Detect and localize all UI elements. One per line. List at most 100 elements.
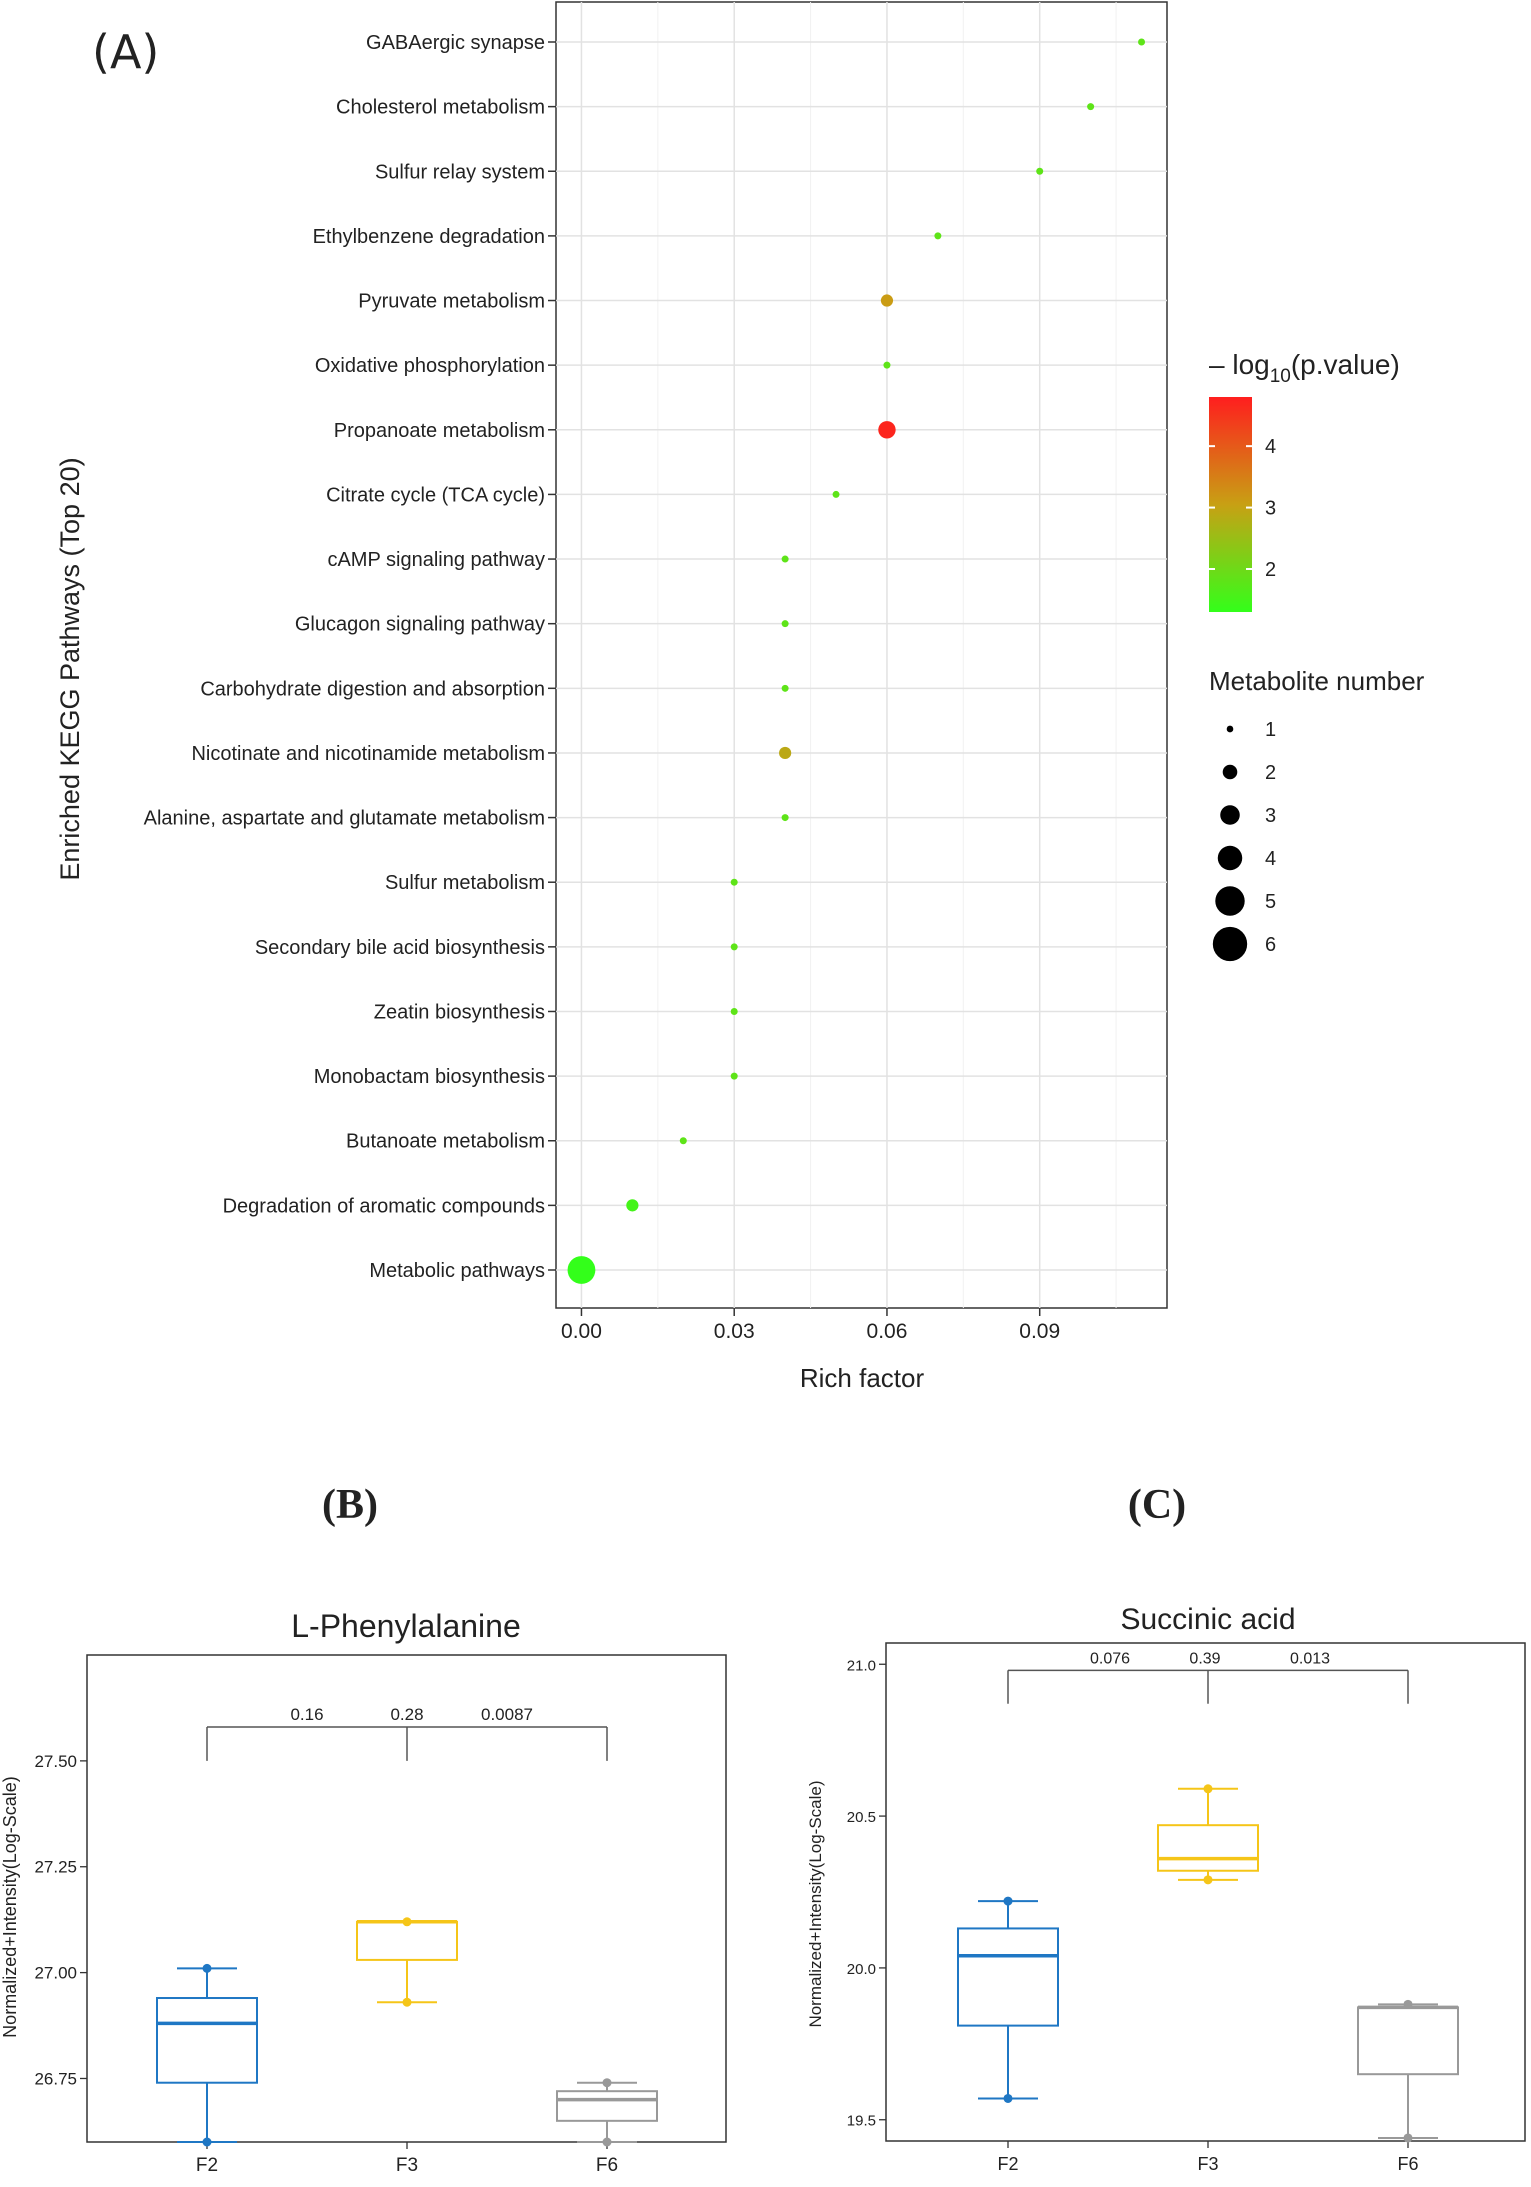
category-label: Ethylbenzene degradation: [313, 226, 545, 248]
box-data-point: [1203, 1784, 1213, 1794]
pathway-point: [567, 1256, 596, 1284]
color-legend-tick-label: 4: [1265, 436, 1276, 458]
x-tick-label: 0.09: [1019, 1320, 1060, 1343]
plot-a-x-axis-label: Rich factor: [800, 1363, 925, 1393]
plot-a-grid: [556, 2, 1167, 1308]
pathway-point: [781, 620, 789, 628]
x-tick-label: F6: [1397, 2154, 1418, 2174]
plot-a-x-ticks: 0.00 0.03 0.06 0.09: [561, 1308, 1060, 1343]
category-label: Nicotinate and nicotinamide metabolism: [191, 743, 545, 765]
category-label: GABAergic synapse: [366, 32, 545, 54]
plot-a-frame: [555, 1, 1168, 1309]
y-tick-label: 19.5: [847, 2113, 876, 2130]
category-label: Glucagon signaling pathway: [295, 614, 545, 636]
box-data-point: [602, 2078, 612, 2088]
plot-a-points: [567, 38, 1146, 1284]
x-tick-label: F3: [396, 2155, 418, 2176]
category-label: Alanine, aspartate and glutamate metabol…: [144, 808, 545, 830]
size-legend-dot: [1212, 926, 1248, 962]
x-tick-label: F2: [196, 2155, 218, 2176]
category-label: Propanoate metabolism: [334, 420, 545, 442]
p-value-label: 0.0087: [481, 1705, 533, 1724]
color-legend-title: – log10(p.value): [1209, 349, 1400, 387]
panel-b-label: (B): [322, 1482, 378, 1528]
p-value-label: 0.39: [1189, 1650, 1220, 1667]
box-data-point: [1003, 2093, 1013, 2103]
plot-a-y-axis-label: Enriched KEGG Pathways (Top 20): [55, 457, 85, 880]
boxplot-succinic-acid: Succinic acid 19.5 20.0 20.5 21.0 F2 F3 F6 0.07…: [806, 1603, 1526, 2174]
size-legend: Metabolite number 1 2 3 4 5 6: [1209, 666, 1425, 962]
size-legend-label: 2: [1265, 762, 1276, 784]
x-tick-label: F6: [596, 2155, 618, 2176]
category-label: Secondary bile acid biosynthesis: [255, 937, 545, 959]
plot-b-content: 26.75 27.00 27.25 27.50 F2 F3 F6 0.16 0.28 0.0087: [34, 1705, 658, 2176]
color-legend-ticks: 4 3 2: [1209, 436, 1276, 581]
pathway-point: [781, 555, 789, 563]
plot-b-title: L-Phenylalanine: [291, 1608, 521, 1644]
y-tick-label: 27.25: [34, 1858, 77, 1877]
color-legend-tick-label: 2: [1265, 559, 1276, 581]
pathway-point: [880, 294, 894, 307]
box-iqr: [957, 1927, 1059, 2027]
pathway-point: [781, 814, 789, 822]
x-tick-label: F3: [1197, 2154, 1218, 2174]
color-legend: – log10(p.value) 4 3 2: [1209, 349, 1400, 612]
size-legend-dot: [1220, 805, 1240, 825]
plot-c-y-axis-label: Normalized+Intensity(Log-Scale): [806, 1780, 825, 2027]
x-tick-label: 0.03: [714, 1320, 755, 1343]
size-legend-label: 1: [1265, 719, 1276, 741]
category-label: Pyruvate metabolism: [358, 291, 545, 313]
pathway-point: [730, 1072, 738, 1080]
size-legend-title: Metabolite number: [1209, 666, 1425, 696]
size-legend-dot: [1226, 725, 1234, 733]
box-data-point: [202, 2137, 212, 2147]
plot-c-title: Succinic acid: [1120, 1603, 1295, 1636]
pathway-point: [779, 746, 792, 760]
category-label: Degradation of aromatic compounds: [223, 1195, 545, 1217]
category-label: Butanoate metabolism: [346, 1131, 545, 1153]
p-value-label: 0.16: [290, 1705, 323, 1724]
box-data-point: [1203, 1875, 1213, 1885]
size-legend-label: 4: [1265, 848, 1276, 870]
category-label: Sulfur relay system: [375, 161, 545, 183]
pathway-point: [1036, 167, 1044, 175]
size-legend-label: 3: [1265, 805, 1276, 827]
box-data-point: [202, 1963, 212, 1973]
category-label: Sulfur metabolism: [385, 872, 545, 894]
box-data-point: [1403, 2133, 1413, 2143]
x-tick-label: 0.06: [867, 1320, 908, 1343]
size-legend-dot: [1217, 845, 1243, 871]
y-tick-label: 20.5: [847, 1809, 876, 1826]
y-tick-label: 20.0: [847, 1961, 876, 1978]
pathway-point: [781, 684, 789, 692]
pathway-point: [878, 421, 896, 439]
boxplot-phenylalanine: L-Phenylalanine 26.75 27.00 27.25 27.50 F2 F3…: [0, 1608, 727, 2176]
box-data-point: [402, 1917, 412, 1927]
pathway-point: [730, 878, 738, 886]
box-data-point: [1003, 1896, 1013, 1906]
plot-c-content: 19.5 20.0 20.5 21.0 F2 F3 F6 0.076 0.39 0.013: [847, 1650, 1459, 2174]
category-label: Carbohydrate digestion and absorption: [200, 678, 545, 700]
y-tick-label: 27.50: [34, 1752, 77, 1771]
pathway-point: [883, 361, 891, 369]
pathway-point: [730, 1007, 738, 1015]
x-tick-label: 0.00: [561, 1320, 602, 1343]
box-data-point: [602, 2137, 612, 2147]
size-legend-items: 1 2 3 4 5 6: [1212, 719, 1276, 962]
box-iqr: [356, 1920, 458, 1961]
color-legend-gradient: [1209, 397, 1252, 612]
pathway-point: [832, 490, 840, 498]
plot-b-y-axis-label: Normalized+Intensity(Log-Scale): [0, 1776, 20, 2038]
box-iqr: [156, 1997, 258, 2084]
pathway-point: [679, 1137, 687, 1145]
y-tick-label: 21.0: [847, 1657, 876, 1674]
kegg-bubble-chart: GABAergic synapse Cholesterol metabolism S…: [55, 1, 1425, 1393]
pathway-point: [1138, 38, 1146, 46]
box-iqr: [1157, 1824, 1259, 1872]
y-tick-label: 26.75: [34, 2069, 77, 2088]
category-label: Zeatin biosynthesis: [374, 1001, 545, 1023]
box-iqr: [1357, 2006, 1459, 2076]
box-data-point: [402, 1997, 412, 2007]
p-value-label: 0.013: [1290, 1650, 1330, 1667]
